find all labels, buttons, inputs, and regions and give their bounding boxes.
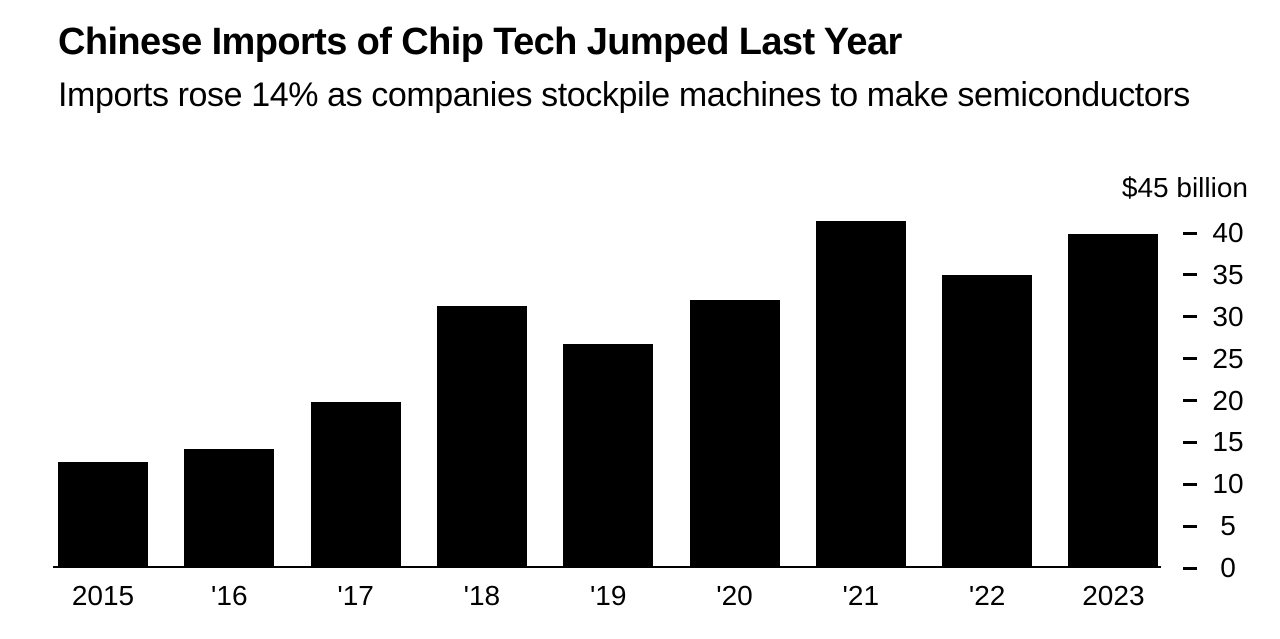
bar-19 — [563, 344, 654, 568]
bar-2015 — [58, 461, 148, 568]
y-tick-mark-15 — [1183, 440, 1197, 444]
y-tick-mark-20 — [1183, 399, 1197, 402]
bar-22 — [942, 274, 1033, 568]
y-tick-mark-35 — [1183, 273, 1197, 277]
y-tick-label-30: 30 — [1212, 300, 1244, 332]
chart-title: Chinese Imports of Chip Tech Jumped Last… — [58, 21, 902, 63]
y-tick-mark-25 — [1183, 357, 1197, 361]
x-axis-label-19: '19 — [589, 580, 627, 611]
y-tick-mark-40 — [1183, 231, 1197, 235]
bar-16 — [184, 449, 275, 568]
x-axis-label-21: '21 — [842, 580, 880, 611]
y-tick-mark-10 — [1183, 482, 1197, 486]
bar-17 — [310, 402, 401, 568]
bar-18 — [436, 305, 527, 568]
y-tick-label-25: 25 — [1212, 342, 1244, 374]
x-axis-label-22: '22 — [968, 580, 1006, 611]
chart-subtitle: Imports rose 14% as companies stockpile … — [58, 76, 1190, 114]
y-tick-label-5: 5 — [1220, 510, 1236, 542]
x-axis-label-17: '17 — [337, 580, 374, 611]
x-axis-label-20: '20 — [716, 580, 753, 611]
y-tick-label-35: 35 — [1212, 258, 1244, 290]
bar-2023 — [1068, 233, 1159, 568]
x-axis-label-18: '18 — [463, 580, 501, 611]
x-axis-label-2015: 2015 — [71, 580, 135, 611]
y-tick-mark-5 — [1183, 524, 1197, 528]
y-tick-label-40: 40 — [1212, 217, 1244, 248]
bar-21 — [815, 221, 906, 568]
y-tick-label-0: 0 — [1220, 552, 1236, 583]
x-axis-label-16: '16 — [211, 580, 248, 611]
bar-20 — [689, 300, 780, 568]
y-tick-label-15: 15 — [1212, 426, 1244, 458]
y-tick-label-20: 20 — [1212, 384, 1244, 416]
y-tick-label-10: 10 — [1212, 468, 1244, 500]
y-tick-mark-30 — [1183, 315, 1197, 319]
y-tick-mark-0 — [1183, 566, 1197, 570]
x-axis-label-2023: 2023 — [1082, 580, 1145, 611]
y-axis-unit-label: $45 billion — [1121, 172, 1248, 203]
